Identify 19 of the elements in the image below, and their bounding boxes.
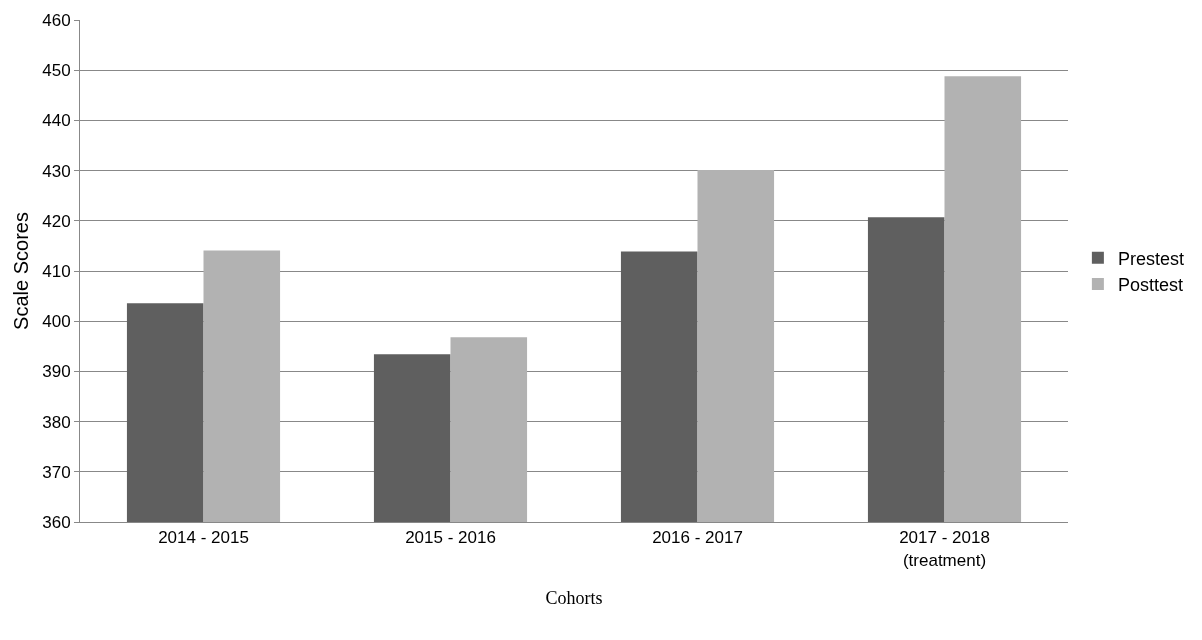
x-tick-label: 2016 - 2017 bbox=[652, 528, 743, 548]
y-tick-label: 410 bbox=[42, 261, 71, 281]
y-tick-label: 420 bbox=[42, 211, 71, 231]
y-tick-label: 370 bbox=[42, 462, 71, 482]
legend-label: Prestest bbox=[1117, 248, 1184, 269]
y-tick-label: 390 bbox=[42, 362, 71, 382]
x-tick-label: 2017 - 2018 (treatment) bbox=[899, 528, 990, 570]
legend-label: Posttest bbox=[1117, 275, 1183, 296]
y-tick-label: 450 bbox=[42, 61, 71, 81]
y-tick-label: 460 bbox=[42, 10, 71, 30]
y-axis-title: Scale Scores bbox=[9, 212, 32, 330]
x-tick-label: 2015 - 2016 bbox=[405, 528, 496, 548]
y-tick-label: 400 bbox=[42, 312, 71, 332]
x-axis-title: Cohorts bbox=[545, 587, 603, 608]
x-tick-label: 2014 - 2015 bbox=[158, 528, 249, 548]
y-tick-label: 360 bbox=[42, 512, 71, 532]
y-tick-label: 430 bbox=[42, 161, 71, 181]
y-tick-label: 380 bbox=[42, 412, 71, 432]
y-tick-label: 440 bbox=[42, 111, 71, 131]
